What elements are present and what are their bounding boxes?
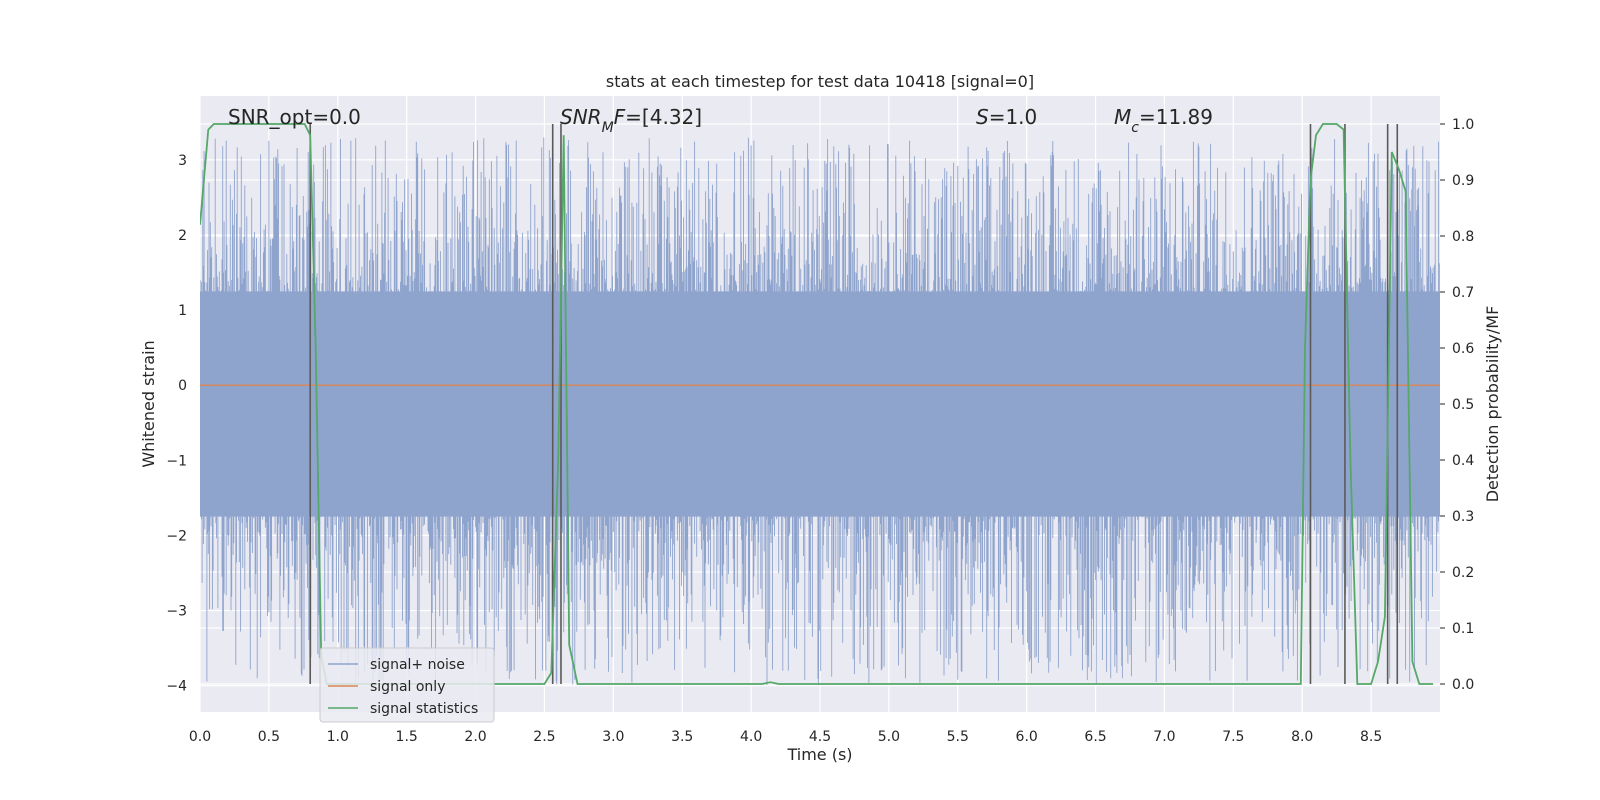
y2-axis-label: Detection probability/MF — [1483, 306, 1502, 503]
y2-tick-label: 1.0 — [1452, 117, 1474, 133]
y-axis-label: Whitened strain — [139, 340, 158, 467]
y-tick-label: 1 — [178, 303, 187, 319]
annotation-snr-opt: SNR_opt=0.0 — [228, 105, 361, 129]
x-tick-label: 0.5 — [258, 729, 280, 745]
x-axis-label: Time (s) — [786, 745, 852, 764]
annotations: SNR_opt=0.0 SNRMF=[4.32] S=1.0 Mc=11.89 — [228, 105, 1213, 136]
legend-label-signal-plus-noise: signal+ noise — [370, 657, 465, 673]
x-tick-label: 8.5 — [1360, 729, 1382, 745]
y2-tick-label: 0.6 — [1452, 341, 1474, 357]
x-tick-label: 3.0 — [602, 729, 624, 745]
x-tick-label: 8.0 — [1291, 729, 1313, 745]
y2-tick-label: 0.4 — [1452, 453, 1474, 469]
y-tick-label: 3 — [178, 153, 187, 169]
y2-tick-label: 0.9 — [1452, 173, 1474, 189]
x-tick-label: 7.5 — [1222, 729, 1244, 745]
series-signal-statistics-line — [200, 123, 1434, 685]
x-tick-label: 2.5 — [533, 729, 555, 745]
y-tick-label: −2 — [166, 528, 187, 544]
y2-tick-label: 0.5 — [1452, 397, 1474, 413]
y-tick-labels: 3 2 1 0 −1 −2 −3 −4 — [166, 153, 187, 695]
y-tick-label: −3 — [166, 604, 187, 620]
y-tick-label: −4 — [166, 679, 187, 695]
x-tick-label: 0.0 — [189, 729, 211, 745]
x-tick-label: 4.5 — [809, 729, 831, 745]
y-tick-label: 0 — [178, 378, 187, 394]
legend-label-signal-statistics: signal statistics — [370, 701, 478, 717]
y-tick-label: −1 — [166, 453, 187, 469]
legend-box — [319, 647, 495, 723]
annotation-snr-mf: SNRMF=[4.32] — [560, 105, 702, 136]
x-tick-label: 2.0 — [464, 729, 486, 745]
x-tick-label: 7.0 — [1153, 729, 1175, 745]
x-tick-label: 5.5 — [947, 729, 969, 745]
y-tick-label: 2 — [178, 228, 187, 244]
legend: signal+ noise signal only signal statist… — [319, 647, 495, 723]
x-tick-labels: 0.0 0.5 1.0 1.5 2.0 2.5 3.0 3.5 4.0 4.5 5.0 5.5 6.0 6… — [189, 729, 1382, 745]
y2-tick-label: 0.1 — [1452, 621, 1474, 637]
x-tick-label: 5.0 — [878, 729, 900, 745]
plot-content — [200, 123, 1440, 686]
x-tick-label: 1.0 — [327, 729, 349, 745]
annotation-s: S=1.0 — [976, 105, 1037, 129]
y2-tick-label: 0.0 — [1452, 677, 1474, 693]
x-tick-label: 3.5 — [671, 729, 693, 745]
chart-title: stats at each timestep for test data 104… — [606, 72, 1034, 91]
annotation-mc: Mc=11.89 — [1114, 105, 1213, 136]
y2-tick-label: 0.8 — [1452, 229, 1474, 245]
y2-tick-label: 0.3 — [1452, 509, 1474, 525]
y2-tick-labels: 1.0 0.9 0.8 0.7 0.6 0.5 0.4 0.3 0.2 0.1 0.0 — [1440, 117, 1474, 693]
x-tick-label: 1.5 — [396, 729, 418, 745]
series-signal-plus-noise-spikes — [200, 137, 1440, 686]
x-tick-label: 6.5 — [1084, 729, 1106, 745]
legend-label-signal-only: signal only — [370, 679, 445, 695]
y2-tick-label: 0.2 — [1452, 565, 1474, 581]
x-tick-label: 4.0 — [740, 729, 762, 745]
y2-tick-label: 0.7 — [1452, 285, 1474, 301]
x-tick-label: 6.0 — [1016, 729, 1038, 745]
